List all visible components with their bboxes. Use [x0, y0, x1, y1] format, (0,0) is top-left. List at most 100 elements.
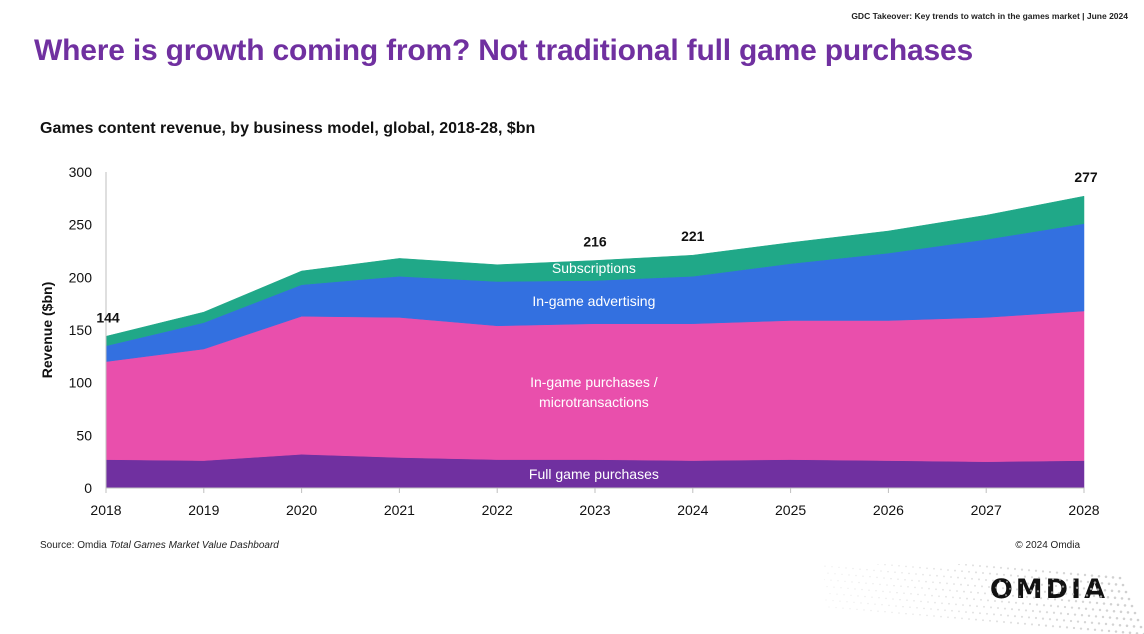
- decor-dot: [926, 614, 928, 617]
- decor-dot: [1122, 617, 1126, 621]
- decor-dot: [855, 574, 857, 577]
- decor-dot: [1081, 600, 1085, 603]
- decor-dot: [945, 595, 947, 598]
- total-label: 144: [96, 309, 120, 325]
- decor-dot: [1076, 620, 1080, 623]
- decor-dot: [1065, 626, 1069, 629]
- decor-dot: [993, 613, 995, 616]
- decor-dot: [950, 576, 952, 578]
- x-tick-label: 2022: [482, 502, 513, 518]
- decor-dot: [1106, 595, 1110, 599]
- decor-dot: [1107, 582, 1111, 586]
- decor-dot: [927, 601, 929, 603]
- decor-dot: [846, 601, 848, 603]
- decor-dot: [968, 570, 970, 573]
- decor-dot: [1032, 596, 1036, 599]
- decor-dot: [987, 599, 989, 602]
- decor-dot: [1128, 631, 1132, 634]
- decor-dot: [952, 596, 954, 599]
- decor-dot: [839, 600, 841, 602]
- decor-dot: [933, 567, 935, 570]
- decor-dot: [999, 566, 1003, 569]
- decor-dot: [1093, 581, 1097, 584]
- decor-dot: [1028, 602, 1032, 606]
- decor-dot: [1120, 597, 1124, 600]
- omdia-logo: OMDIA: [989, 574, 1108, 605]
- decor-dot: [1013, 567, 1017, 571]
- decor-dot: [928, 587, 930, 590]
- decor-dot: [1000, 614, 1002, 616]
- decor-dot: [1056, 605, 1060, 608]
- decor-dot: [972, 564, 974, 567]
- decor-dot: [1052, 611, 1056, 614]
- decor-dot: [979, 565, 981, 567]
- decor-dot: [836, 593, 838, 595]
- decor-dot: [1034, 616, 1038, 620]
- decor-dot: [961, 570, 963, 573]
- decor-dot: [891, 611, 893, 614]
- decor-dot: [874, 603, 876, 605]
- decor-dot: [829, 592, 831, 595]
- y-tick-label: 150: [69, 322, 93, 338]
- decor-dot: [994, 586, 998, 589]
- decor-dot: [963, 590, 965, 593]
- decor-dot: [1117, 590, 1121, 593]
- decor-dot: [875, 590, 877, 592]
- decor-dot: [949, 589, 951, 592]
- decor-dot: [1118, 623, 1122, 627]
- decor-dot: [946, 582, 948, 585]
- decor-dot: [923, 607, 925, 610]
- decor-dot: [880, 570, 882, 572]
- decor-dot: [856, 608, 858, 611]
- decor-dot: [1008, 587, 1012, 590]
- decor-dot: [905, 565, 907, 568]
- decor-dot: [1133, 611, 1137, 615]
- decor-dot: [841, 573, 843, 576]
- decor-dot: [985, 565, 989, 568]
- total-label: 221: [681, 228, 705, 244]
- decor-dot: [876, 576, 878, 579]
- decor-dot: [1130, 604, 1134, 608]
- decor-dot: [991, 593, 993, 595]
- decor-dot: [975, 618, 977, 621]
- decor-dot: [1005, 580, 1009, 583]
- decor-dot: [1085, 594, 1089, 597]
- decor-dot: [1104, 575, 1108, 579]
- decor-dot: [1079, 580, 1083, 583]
- decor-dot: [1121, 630, 1125, 634]
- decor-dot: [852, 567, 854, 570]
- decor-dot: [1041, 617, 1045, 620]
- decor-dot: [1121, 583, 1125, 587]
- decor-dot: [848, 574, 850, 576]
- decor-dot: [853, 601, 855, 604]
- decor-dot: [884, 611, 886, 613]
- decor-dot: [1063, 605, 1067, 609]
- decor-dot: [1094, 615, 1098, 618]
- decor-dot: [997, 607, 999, 609]
- decor-dot: [969, 604, 971, 607]
- decor-dot: [879, 583, 881, 586]
- decor-dot: [1062, 572, 1066, 575]
- decor-dot: [1016, 622, 1020, 625]
- decor-dot: [858, 581, 860, 584]
- decor-dot: [844, 580, 846, 583]
- decor-dot: [854, 588, 856, 590]
- decor-dot: [998, 580, 1002, 583]
- decor-dot: [1082, 587, 1086, 590]
- decor-dot: [1091, 608, 1095, 611]
- decor-dot: [996, 620, 998, 623]
- decor-dot: [872, 583, 874, 585]
- decor-dot: [834, 573, 836, 575]
- decor-dot: [1021, 602, 1025, 605]
- x-tick-label: 2026: [873, 502, 904, 518]
- x-tick-label: 2019: [188, 502, 219, 518]
- decor-dot: [1126, 611, 1130, 614]
- area-label-full-game-purchases: Full game purchases: [529, 466, 659, 482]
- decor-dot: [917, 593, 919, 596]
- decor-dot: [1097, 574, 1101, 578]
- y-tick-label: 50: [76, 427, 92, 443]
- decor-dot: [1041, 570, 1045, 573]
- source-note: Source: Omdia Total Games Market Value D…: [40, 540, 279, 551]
- decor-dot: [1035, 603, 1039, 606]
- decor-dot: [1022, 588, 1026, 592]
